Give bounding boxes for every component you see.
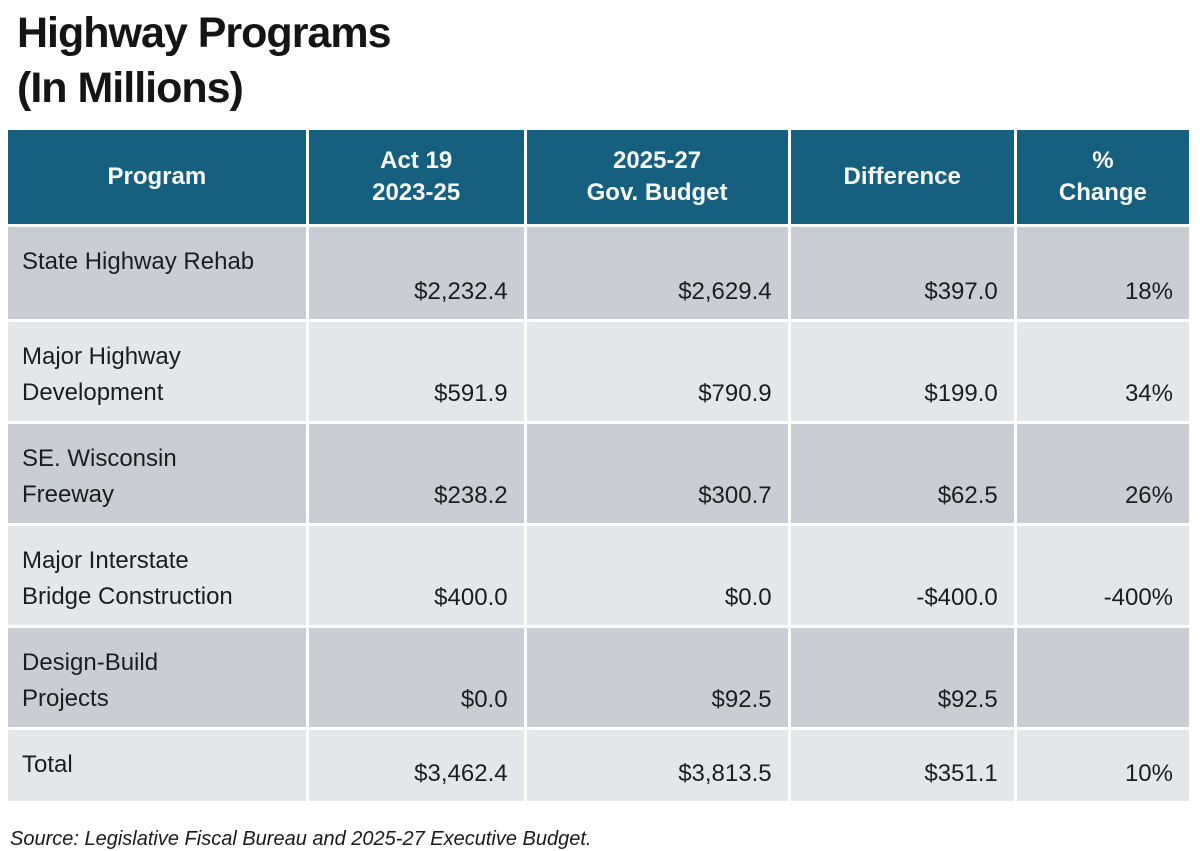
pct-change-cell: 10% <box>1013 727 1193 805</box>
table-row-major-interstate-bridge: Major Interstate Bridge Construction $40… <box>5 523 1193 629</box>
difference-cell: $92.5 <box>787 625 1017 731</box>
program-cell: SE. Wisconsin Freeway <box>5 421 309 527</box>
act19-cell: $3,462.4 <box>305 727 527 805</box>
gov-budget-cell: $300.7 <box>523 421 791 527</box>
column-header-program: Program <box>5 127 309 228</box>
table-row-major-highway-development: Major Highway Development $591.9 $790.9 … <box>5 319 1193 425</box>
page-title: Highway Programs (In Millions) <box>0 0 1200 116</box>
table-row-state-highway-rehab: State Highway Rehab $2,232.4 $2,629.4 $3… <box>5 224 1193 323</box>
page-title-line2: (In Millions) <box>17 64 244 113</box>
pct-change-cell: 26% <box>1013 421 1193 527</box>
gov-budget-cell: $3,813.5 <box>523 727 791 805</box>
program-cell: Design-Build Projects <box>5 625 309 731</box>
table-row-total: Total $3,462.4 $3,813.5 $351.1 10% <box>5 727 1193 805</box>
gov-budget-cell: $2,629.4 <box>523 224 791 323</box>
difference-cell: $62.5 <box>787 421 1017 527</box>
act19-cell: $238.2 <box>305 421 527 527</box>
column-header-act19: Act 19 2023-25 <box>305 127 527 228</box>
program-cell: Major Interstate Bridge Construction <box>5 523 309 629</box>
table-row-design-build-projects: Design-Build Projects $0.0 $92.5 $92.5 <box>5 625 1193 731</box>
act19-cell: $0.0 <box>305 625 527 731</box>
highway-programs-table: Program Act 19 2023-25 2025-27 Gov. Budg… <box>5 127 1193 805</box>
difference-cell: $351.1 <box>787 727 1017 805</box>
program-cell: State Highway Rehab <box>5 224 309 323</box>
difference-cell: $397.0 <box>787 224 1017 323</box>
act19-cell: $2,232.4 <box>305 224 527 323</box>
page-title-line1: Highway Programs <box>17 9 391 57</box>
column-header-gov-budget: 2025-27 Gov. Budget <box>523 127 791 228</box>
gov-budget-cell: $790.9 <box>523 319 791 425</box>
column-header-pct-change: % Change <box>1013 127 1193 228</box>
table-header-row: Program Act 19 2023-25 2025-27 Gov. Budg… <box>5 127 1193 228</box>
pct-change-cell <box>1013 625 1193 731</box>
gov-budget-cell: $92.5 <box>523 625 791 731</box>
act19-cell: $400.0 <box>305 523 527 629</box>
source-note: Source: Legislative Fiscal Bureau and 20… <box>10 828 592 851</box>
pct-change-cell: -400% <box>1013 523 1193 629</box>
pct-change-cell: 18% <box>1013 224 1193 323</box>
column-header-difference: Difference <box>787 127 1017 228</box>
program-cell: Major Highway Development <box>5 319 309 425</box>
difference-cell: $199.0 <box>787 319 1017 425</box>
program-cell: Total <box>5 727 309 805</box>
gov-budget-cell: $0.0 <box>523 523 791 629</box>
act19-cell: $591.9 <box>305 319 527 425</box>
table-row-se-wisconsin-freeway: SE. Wisconsin Freeway $238.2 $300.7 $62.… <box>5 421 1193 527</box>
pct-change-cell: 34% <box>1013 319 1193 425</box>
difference-cell: -$400.0 <box>787 523 1017 629</box>
